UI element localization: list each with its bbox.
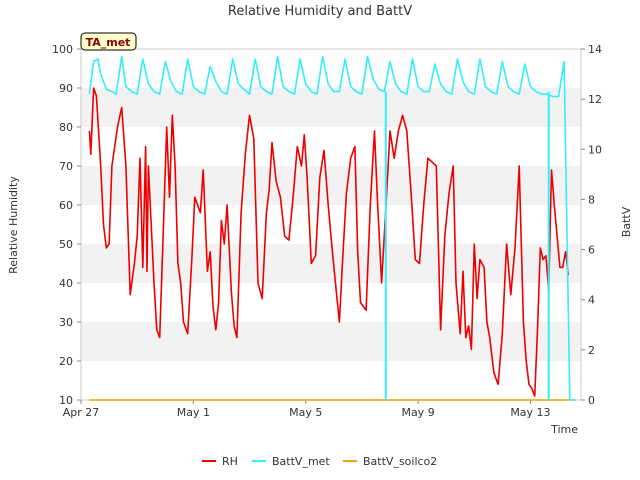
grid-band — [81, 88, 581, 127]
legend: RH BattV_met BattV_soilco2 — [202, 455, 437, 468]
y-tick-label: 20 — [59, 355, 73, 368]
series-line-rh — [88, 87, 570, 397]
station-badge-box — [80, 32, 137, 51]
x-tick-label: May 1 — [177, 406, 210, 419]
y2-tick-label: 14 — [588, 43, 602, 56]
y2-tick-label: 0 — [588, 394, 595, 407]
x-tick-label: May 13 — [510, 406, 550, 419]
y-tick-label: 100 — [52, 43, 73, 56]
station-badge-text: TA_met — [86, 36, 131, 49]
station-badge: TA_met — [80, 32, 137, 51]
y2-tick-label: 12 — [588, 93, 602, 106]
series-layer — [88, 55, 576, 401]
x-axis-label: Time — [550, 423, 578, 436]
y2-axis-ticks: 0 2 4 6 8 10 12 14 — [581, 43, 602, 407]
y-tick-label: 40 — [59, 277, 73, 290]
y-tick-label: 90 — [59, 82, 73, 95]
legend-label-battv-soilco2: BattV_soilco2 — [363, 455, 437, 468]
y-tick-label: 80 — [59, 121, 73, 134]
y-tick-label: 30 — [59, 316, 73, 329]
y2-tick-label: 10 — [588, 143, 602, 156]
x-tick-label: May 5 — [289, 406, 322, 419]
legend-label-rh: RH — [222, 455, 238, 468]
y2-tick-label: 8 — [588, 193, 595, 206]
chart-title: Relative Humidity and BattV — [228, 4, 412, 19]
y-tick-label: 70 — [59, 160, 73, 173]
grid-band — [81, 361, 581, 400]
y-tick-label: 60 — [59, 199, 73, 212]
legend-label-battv-met: BattV_met — [272, 455, 330, 468]
grid-band — [81, 283, 581, 322]
grid-band — [81, 166, 581, 205]
x-axis-ticks: Apr 27 May 1 May 5 May 9 May 13 — [63, 400, 551, 419]
y2-axis-label: BattV — [620, 206, 633, 237]
y-axis-label: Relative Humidity — [7, 176, 20, 274]
series-line-battv-met — [88, 55, 576, 401]
y2-tick-label: 6 — [588, 244, 595, 257]
x-tick-label: May 9 — [401, 406, 434, 419]
grid-band — [81, 322, 581, 361]
x-tick-label: Apr 27 — [63, 406, 100, 419]
y-tick-label: 10 — [59, 394, 73, 407]
y2-tick-label: 2 — [588, 344, 595, 357]
grid-band — [81, 127, 581, 166]
grid-band — [81, 244, 581, 283]
y-axis-ticks: 10 20 30 40 50 60 70 80 90 100 — [52, 43, 81, 407]
y2-tick-label: 4 — [588, 294, 595, 307]
y-tick-label: 50 — [59, 238, 73, 251]
